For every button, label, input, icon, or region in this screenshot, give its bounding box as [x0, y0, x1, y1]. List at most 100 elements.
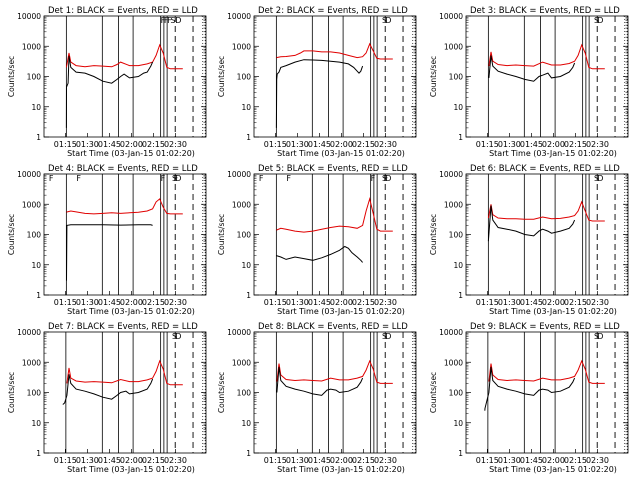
plot-frame [253, 173, 417, 296]
y-tick-label: 1000 [22, 358, 41, 367]
y-tick-label: 1000 [444, 200, 463, 209]
flag-letter: D [385, 174, 391, 183]
x-tick-label: 02:30 [374, 298, 397, 307]
x-tick-label: 02:00 [120, 298, 143, 307]
x-tick-label: 01:15 [476, 140, 499, 149]
x-tick-label: 01:45 [308, 456, 331, 465]
events-series-line [66, 224, 153, 281]
events-series-line [276, 245, 363, 263]
flag-letter: F [286, 174, 291, 183]
events-series-line [276, 366, 364, 396]
y-tick-label: 1 [246, 291, 251, 300]
x-tick-label: 02:15 [352, 456, 375, 465]
x-tick-label: 02:00 [330, 456, 353, 465]
events-series-line [62, 374, 154, 405]
x-tick-label: 01:30 [286, 298, 309, 307]
y-tick-label: 10 [241, 419, 251, 428]
flag-letter: F [161, 16, 166, 25]
y-tick-label: 10000 [439, 12, 463, 21]
y-tick-label: 10 [241, 103, 251, 112]
y-tick-label: 1000 [444, 42, 463, 51]
x-tick-label: 01:45 [98, 298, 121, 307]
lld-series-line [276, 359, 393, 384]
y-tick-label: 1 [458, 291, 463, 300]
panel-det-8: Det 8: BLACK = Events, RED = LLD 1 10 100 10… [217, 322, 417, 474]
x-axis-title: Start Time (03-Jan-15 01:02:20) [67, 149, 195, 158]
flag-letter: F [76, 174, 81, 183]
panel-det-5: Det 5: BLACK = Events, RED = LLD 1 10 100 10… [217, 164, 417, 316]
panel-title: Det 1: BLACK = Events, RED = LLD [48, 6, 198, 16]
x-tick-label: 02:00 [542, 140, 565, 149]
x-tick-label: 01:45 [520, 140, 543, 149]
y-tick-label: 10 [453, 261, 463, 270]
panel-title: Det 3: BLACK = Events, RED = LLD [470, 6, 620, 16]
x-tick-label: 01:30 [76, 140, 99, 149]
flag-letter: F [259, 174, 264, 183]
flag-letter: D [175, 174, 181, 183]
x-tick-label: 02:15 [564, 140, 587, 149]
x-tick-label: 01:15 [264, 456, 287, 465]
flag-letter: D [175, 332, 181, 341]
y-tick-label: 100 [237, 231, 252, 240]
y-tick-label: 100 [237, 73, 252, 82]
y-tick-label: 10000 [227, 12, 251, 21]
y-tick-label: 1 [246, 133, 251, 142]
flag-letter: D [385, 16, 391, 25]
flag-letter: F [167, 16, 172, 25]
x-tick-label: 01:45 [98, 140, 121, 149]
flag-letter: F [371, 174, 376, 183]
panel-det-3: Det 3: BLACK = Events, RED = LLD 1 10 100 10… [429, 6, 629, 158]
y-tick-label: 100 [237, 389, 252, 398]
y-tick-label: 10000 [227, 170, 251, 179]
panel-title: Det 8: BLACK = Events, RED = LLD [258, 322, 408, 332]
panel-title: Det 9: BLACK = Events, RED = LLD [470, 322, 620, 332]
y-tick-label: 1000 [232, 358, 251, 367]
x-tick-label: 02:30 [586, 298, 609, 307]
y-tick-label: 100 [449, 231, 464, 240]
lld-series-line [65, 43, 183, 70]
x-axis-title: Start Time (03-Jan-15 01:02:20) [277, 465, 405, 474]
x-tick-label: 01:30 [286, 140, 309, 149]
y-tick-label: 10 [453, 419, 463, 428]
lld-series-line [66, 198, 183, 215]
x-tick-label: 02:00 [120, 456, 143, 465]
y-tick-label: 10000 [17, 328, 41, 337]
flag-letter: S [382, 332, 387, 341]
x-tick-label: 02:30 [586, 456, 609, 465]
flag-letter: S [172, 332, 177, 341]
x-tick-label: 02:15 [142, 456, 165, 465]
x-tick-label: 02:00 [542, 298, 565, 307]
x-tick-label: 02:15 [352, 140, 375, 149]
x-tick-label: 01:15 [264, 140, 287, 149]
lld-series-line [276, 42, 393, 60]
plot-frame [465, 15, 629, 138]
panel-title: Det 2: BLACK = Events, RED = LLD [258, 6, 408, 16]
y-tick-label: 100 [27, 231, 42, 240]
flag-letter: F [164, 16, 169, 25]
x-axis-title: Start Time (03-Jan-15 01:02:20) [489, 149, 617, 158]
flag-letter: S [594, 16, 599, 25]
panel-det-1: Det 1: BLACK = Events, RED = LLD 1 10 100 10… [7, 6, 207, 158]
x-axis-title: Start Time (03-Jan-15 01:02:20) [67, 465, 195, 474]
flag-letter: S [170, 16, 175, 25]
plot-frame [43, 173, 207, 296]
flag-letter: F [49, 174, 54, 183]
lld-series-line [66, 359, 183, 386]
x-tick-label: 02:30 [374, 140, 397, 149]
x-axis-title: Start Time (03-Jan-15 01:02:20) [277, 307, 405, 316]
flag-letter: D [175, 16, 181, 25]
y-tick-label: 1000 [22, 200, 41, 209]
y-axis-title: Counts/sec [7, 56, 16, 97]
y-tick-label: 1 [36, 133, 41, 142]
y-tick-label: 10 [31, 103, 41, 112]
y-axis-title: Counts/sec [217, 56, 226, 97]
plot-frame [465, 173, 629, 296]
x-tick-label: 02:30 [164, 298, 187, 307]
x-tick-label: 01:45 [308, 140, 331, 149]
y-tick-label: 1 [36, 291, 41, 300]
x-tick-label: 02:15 [352, 298, 375, 307]
flag-letter: S [172, 174, 177, 183]
flag-letter: D [385, 332, 391, 341]
y-axis-title: Counts/sec [7, 372, 16, 413]
x-tick-label: 01:30 [498, 140, 521, 149]
